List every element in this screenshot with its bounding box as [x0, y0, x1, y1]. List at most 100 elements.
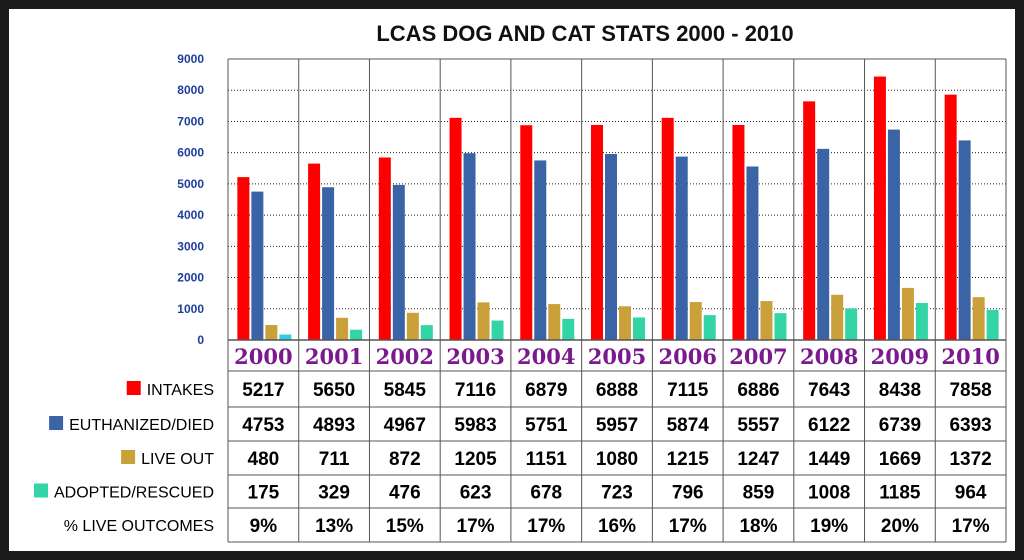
bar-live_out-2004 [548, 304, 561, 340]
y-tick-label: 9000 [177, 52, 204, 66]
year-label-2005: 2005 [588, 344, 646, 369]
bar-intakes-2003 [449, 117, 462, 341]
data-label: 480 [248, 449, 280, 470]
y-tick-label: 3000 [177, 239, 204, 253]
data-label: 964 [955, 483, 987, 504]
bar-euthanized-2003 [463, 153, 476, 340]
data-label: 1247 [737, 449, 779, 470]
data-label: 18% [739, 516, 777, 537]
bar-euthanized-2008 [817, 148, 830, 340]
data-label: 7858 [949, 380, 991, 401]
bar-live_out-2010 [972, 297, 985, 340]
bar-adopted-2002 [420, 325, 433, 340]
data-label: 6393 [949, 415, 991, 436]
data-label: 13% [315, 516, 353, 537]
bar-adopted-2003 [491, 320, 504, 340]
bar-adopted-2001 [350, 329, 363, 340]
data-label: 678 [530, 483, 562, 504]
bar-euthanized-2005 [605, 154, 617, 340]
bar-intakes-2002 [378, 157, 391, 340]
data-label: 4893 [313, 415, 355, 436]
data-label: 6888 [596, 380, 638, 401]
data-label: 17% [669, 516, 707, 537]
bar-adopted-2007 [774, 313, 787, 340]
data-label: 1151 [526, 449, 568, 470]
data-label: 6739 [879, 415, 921, 436]
data-label: 723 [601, 483, 633, 504]
bar-intakes-2001 [308, 163, 321, 340]
data-label: 5217 [242, 380, 284, 401]
bar-live_out-2003 [477, 302, 490, 340]
bar-intakes-2010 [944, 94, 957, 340]
data-label: 17% [527, 516, 565, 537]
bar-intakes-2006 [661, 117, 674, 341]
data-label: 5845 [384, 380, 427, 401]
data-label: 6122 [808, 415, 850, 436]
bar-adopted-2010 [986, 309, 999, 340]
bar-euthanized-2007 [746, 166, 759, 340]
data-label: 7115 [667, 380, 709, 401]
data-label: 20% [881, 516, 919, 537]
data-label: 16% [598, 516, 636, 537]
row-label: INTAKES [147, 382, 214, 399]
bar-live_out-2002 [406, 312, 419, 340]
legend-swatch-live_out [121, 450, 136, 464]
data-label: 8438 [879, 380, 921, 401]
bar-adopted-2006 [703, 315, 716, 340]
bar-euthanized-2001 [322, 187, 335, 340]
data-label: 5983 [454, 415, 496, 436]
row-label: LIVE OUT [141, 451, 214, 468]
y-tick-label: 7000 [177, 114, 204, 128]
year-label-2001: 2001 [305, 344, 363, 369]
y-tick-label: 0 [197, 333, 204, 347]
bar-live_out-2001 [336, 317, 349, 340]
legend-swatch-euthanized [49, 416, 64, 430]
data-label: 711 [319, 449, 350, 470]
y-tick-label: 1000 [177, 302, 204, 316]
data-label: 4753 [242, 415, 284, 436]
bar-adopted-2005 [633, 317, 645, 340]
year-label-2002: 2002 [376, 344, 434, 369]
data-label: 5874 [667, 415, 710, 436]
data-label: 1008 [808, 483, 850, 504]
bar-live_out-2009 [901, 287, 914, 340]
data-label: 5957 [596, 415, 638, 436]
bar-adopted-2009 [915, 303, 928, 340]
data-label: 9% [250, 516, 278, 537]
data-label: 6879 [525, 380, 567, 401]
bar-intakes-2008 [803, 101, 816, 340]
bar-euthanized-2009 [887, 129, 900, 340]
bar-live_out-2000 [265, 325, 278, 340]
year-label-2010: 2010 [941, 344, 999, 369]
data-label: 796 [672, 483, 704, 504]
data-label: 5751 [525, 415, 568, 436]
bar-adopted-2008 [845, 308, 858, 340]
data-label: 175 [248, 483, 280, 504]
bar-euthanized-2002 [392, 184, 405, 340]
data-label: 4967 [384, 415, 426, 436]
year-label-2009: 2009 [871, 344, 929, 369]
data-label: 1080 [596, 449, 638, 470]
data-label: 1215 [667, 449, 710, 470]
y-tick-label: 2000 [177, 271, 204, 285]
bar-adopted-2000 [279, 334, 292, 340]
year-label-2007: 2007 [729, 344, 787, 369]
data-label: 872 [389, 449, 421, 470]
year-label-2000: 2000 [234, 344, 292, 369]
bar-intakes-2000 [237, 177, 250, 340]
data-label: 1669 [879, 449, 921, 470]
data-label: 6886 [737, 380, 779, 401]
y-tick-label: 4000 [177, 208, 204, 222]
chart-title: LCAS DOG AND CAT STATS 2000 - 2010 [376, 21, 793, 46]
data-label: 17% [457, 516, 495, 537]
bar-adopted-2004 [562, 318, 575, 340]
bar-intakes-2004 [520, 125, 533, 340]
bar-live_out-2006 [689, 302, 702, 340]
bar-euthanized-2010 [958, 140, 971, 340]
bar-intakes-2007 [732, 125, 745, 340]
bar-euthanized-2006 [675, 156, 688, 340]
data-label: 1372 [949, 449, 991, 470]
data-label: 859 [743, 483, 775, 504]
bar-intakes-2005 [591, 124, 603, 340]
